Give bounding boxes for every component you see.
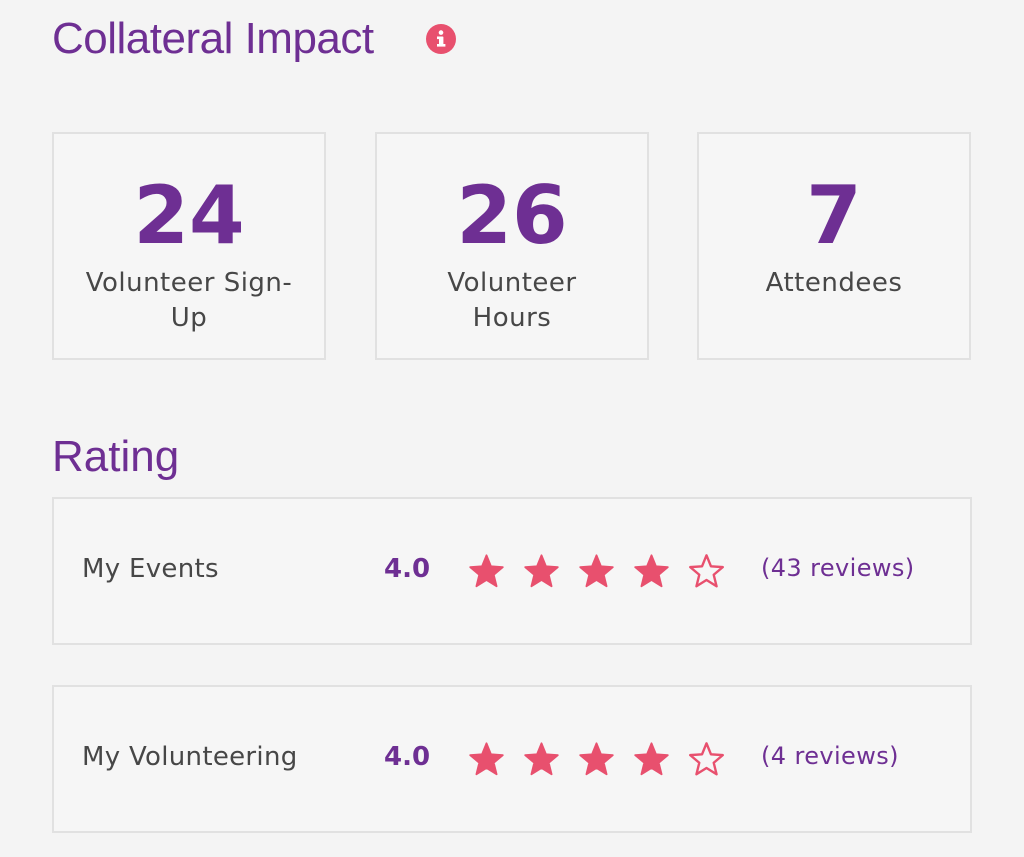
rating-value: 4.0	[384, 554, 431, 584]
stat-label: Attendees	[765, 268, 903, 298]
star-filled-icon	[469, 554, 504, 588]
stat-label: Volunteer Hours	[447, 268, 577, 333]
page-title: Collateral Impact	[52, 14, 374, 63]
star-filled-icon	[469, 742, 504, 776]
stat-value: 7	[806, 169, 862, 262]
stat-label: Volunteer Sign-Up	[85, 268, 293, 333]
star-rating	[468, 553, 725, 591]
star-filled-icon	[634, 742, 669, 776]
rating-value: 4.0	[384, 742, 431, 772]
info-icon[interactable]	[426, 24, 456, 54]
rating-row-label: My Events	[82, 554, 219, 584]
stat-card-volunteer-hours: 26 Volunteer Hours	[375, 132, 649, 360]
star-filled-icon	[524, 742, 559, 776]
star-filled-icon	[579, 554, 614, 588]
info-icon-glyph	[437, 30, 446, 47]
stat-value: 24	[133, 169, 245, 262]
star-outline-icon	[689, 554, 724, 588]
rating-row-label: My Volunteering	[82, 742, 298, 772]
stat-value: 26	[456, 169, 568, 262]
stat-card-volunteer-signup: 24 Volunteer Sign-Up	[52, 132, 326, 360]
star-filled-icon	[524, 554, 559, 588]
rating-row-my-volunteering[interactable]: My Volunteering 4.0 (4 reviews)	[52, 685, 972, 833]
rating-section-title: Rating	[52, 432, 180, 481]
star-filled-icon	[579, 742, 614, 776]
star-filled-icon	[634, 554, 669, 588]
reviews-count-link[interactable]: (4 reviews)	[761, 742, 899, 770]
reviews-count-link[interactable]: (43 reviews)	[761, 554, 915, 582]
rating-row-my-events[interactable]: My Events 4.0 (43 reviews)	[52, 497, 972, 645]
star-outline-icon	[689, 742, 724, 776]
star-rating	[468, 741, 725, 779]
stat-card-attendees: 7 Attendees	[697, 132, 971, 360]
